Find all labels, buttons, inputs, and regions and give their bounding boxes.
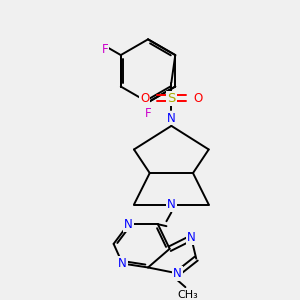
Text: CH₃: CH₃ [177, 290, 198, 300]
Text: S: S [167, 92, 176, 105]
Text: O: O [193, 92, 203, 105]
Text: N: N [118, 257, 127, 270]
Text: N: N [187, 232, 196, 244]
Text: N: N [167, 198, 176, 211]
Text: F: F [145, 106, 151, 120]
Text: N: N [124, 218, 133, 231]
Text: F: F [102, 43, 108, 56]
Text: N: N [173, 267, 182, 280]
Text: O: O [140, 92, 149, 105]
Text: N: N [167, 112, 176, 124]
